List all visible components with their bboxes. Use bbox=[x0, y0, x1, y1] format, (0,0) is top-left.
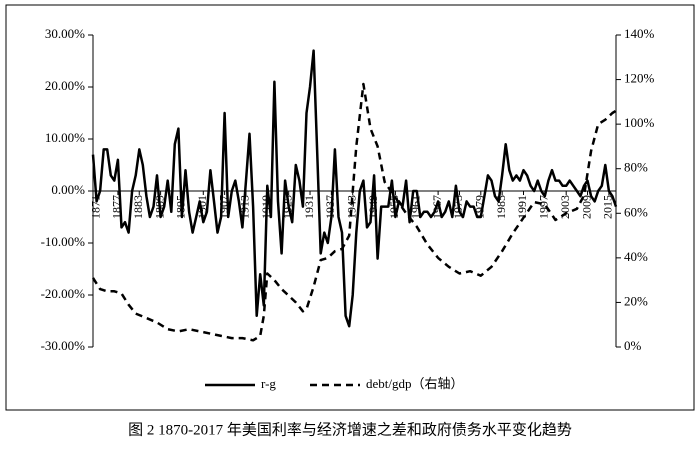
x-tick-label: 1883 bbox=[131, 195, 145, 219]
caption: 图 2 1870-2017 年美国利率与经济增速之差和政府债务水平变化趋势 bbox=[128, 421, 572, 438]
y-tick-label: -30.00% bbox=[41, 338, 86, 353]
x-tick-label: 1931 bbox=[302, 195, 316, 219]
y2-tick-label: 100% bbox=[624, 115, 655, 130]
x-tick-label: 2003 bbox=[558, 195, 572, 219]
y2-tick-label: 80% bbox=[624, 160, 648, 175]
y-tick-label: 0.00% bbox=[51, 182, 85, 197]
y2-tick-label: 40% bbox=[624, 249, 648, 264]
series-line bbox=[91, 49, 618, 328]
x-tick-label: 1871 bbox=[88, 195, 102, 219]
legend-label: debt/gdp（右轴） bbox=[366, 376, 464, 391]
x-tick-label: 1991 bbox=[515, 195, 529, 219]
legend-label: r-g bbox=[261, 376, 276, 391]
y-tick-label: -10.00% bbox=[41, 234, 86, 249]
x-tick-label: 1943 bbox=[344, 195, 358, 219]
x-tick-label: 1937 bbox=[323, 195, 337, 219]
x-tick-label: 2015 bbox=[601, 195, 615, 219]
y2-tick-label: 20% bbox=[624, 293, 648, 308]
y2-tick-label: 140% bbox=[624, 26, 655, 41]
y-tick-label: -20.00% bbox=[41, 286, 86, 301]
y-tick-label: 20.00% bbox=[45, 78, 85, 93]
series-line bbox=[91, 82, 617, 342]
y-tick-label: 10.00% bbox=[45, 130, 85, 145]
x-tick-label: 2009 bbox=[579, 195, 593, 219]
y2-tick-label: 120% bbox=[624, 71, 655, 86]
y-tick-label: 30.00% bbox=[45, 26, 85, 41]
chart-frame bbox=[5, 4, 695, 411]
x-tick-label: 1997 bbox=[537, 195, 551, 219]
y2-tick-label: 0% bbox=[624, 338, 642, 353]
y2-tick-label: 60% bbox=[624, 204, 648, 219]
